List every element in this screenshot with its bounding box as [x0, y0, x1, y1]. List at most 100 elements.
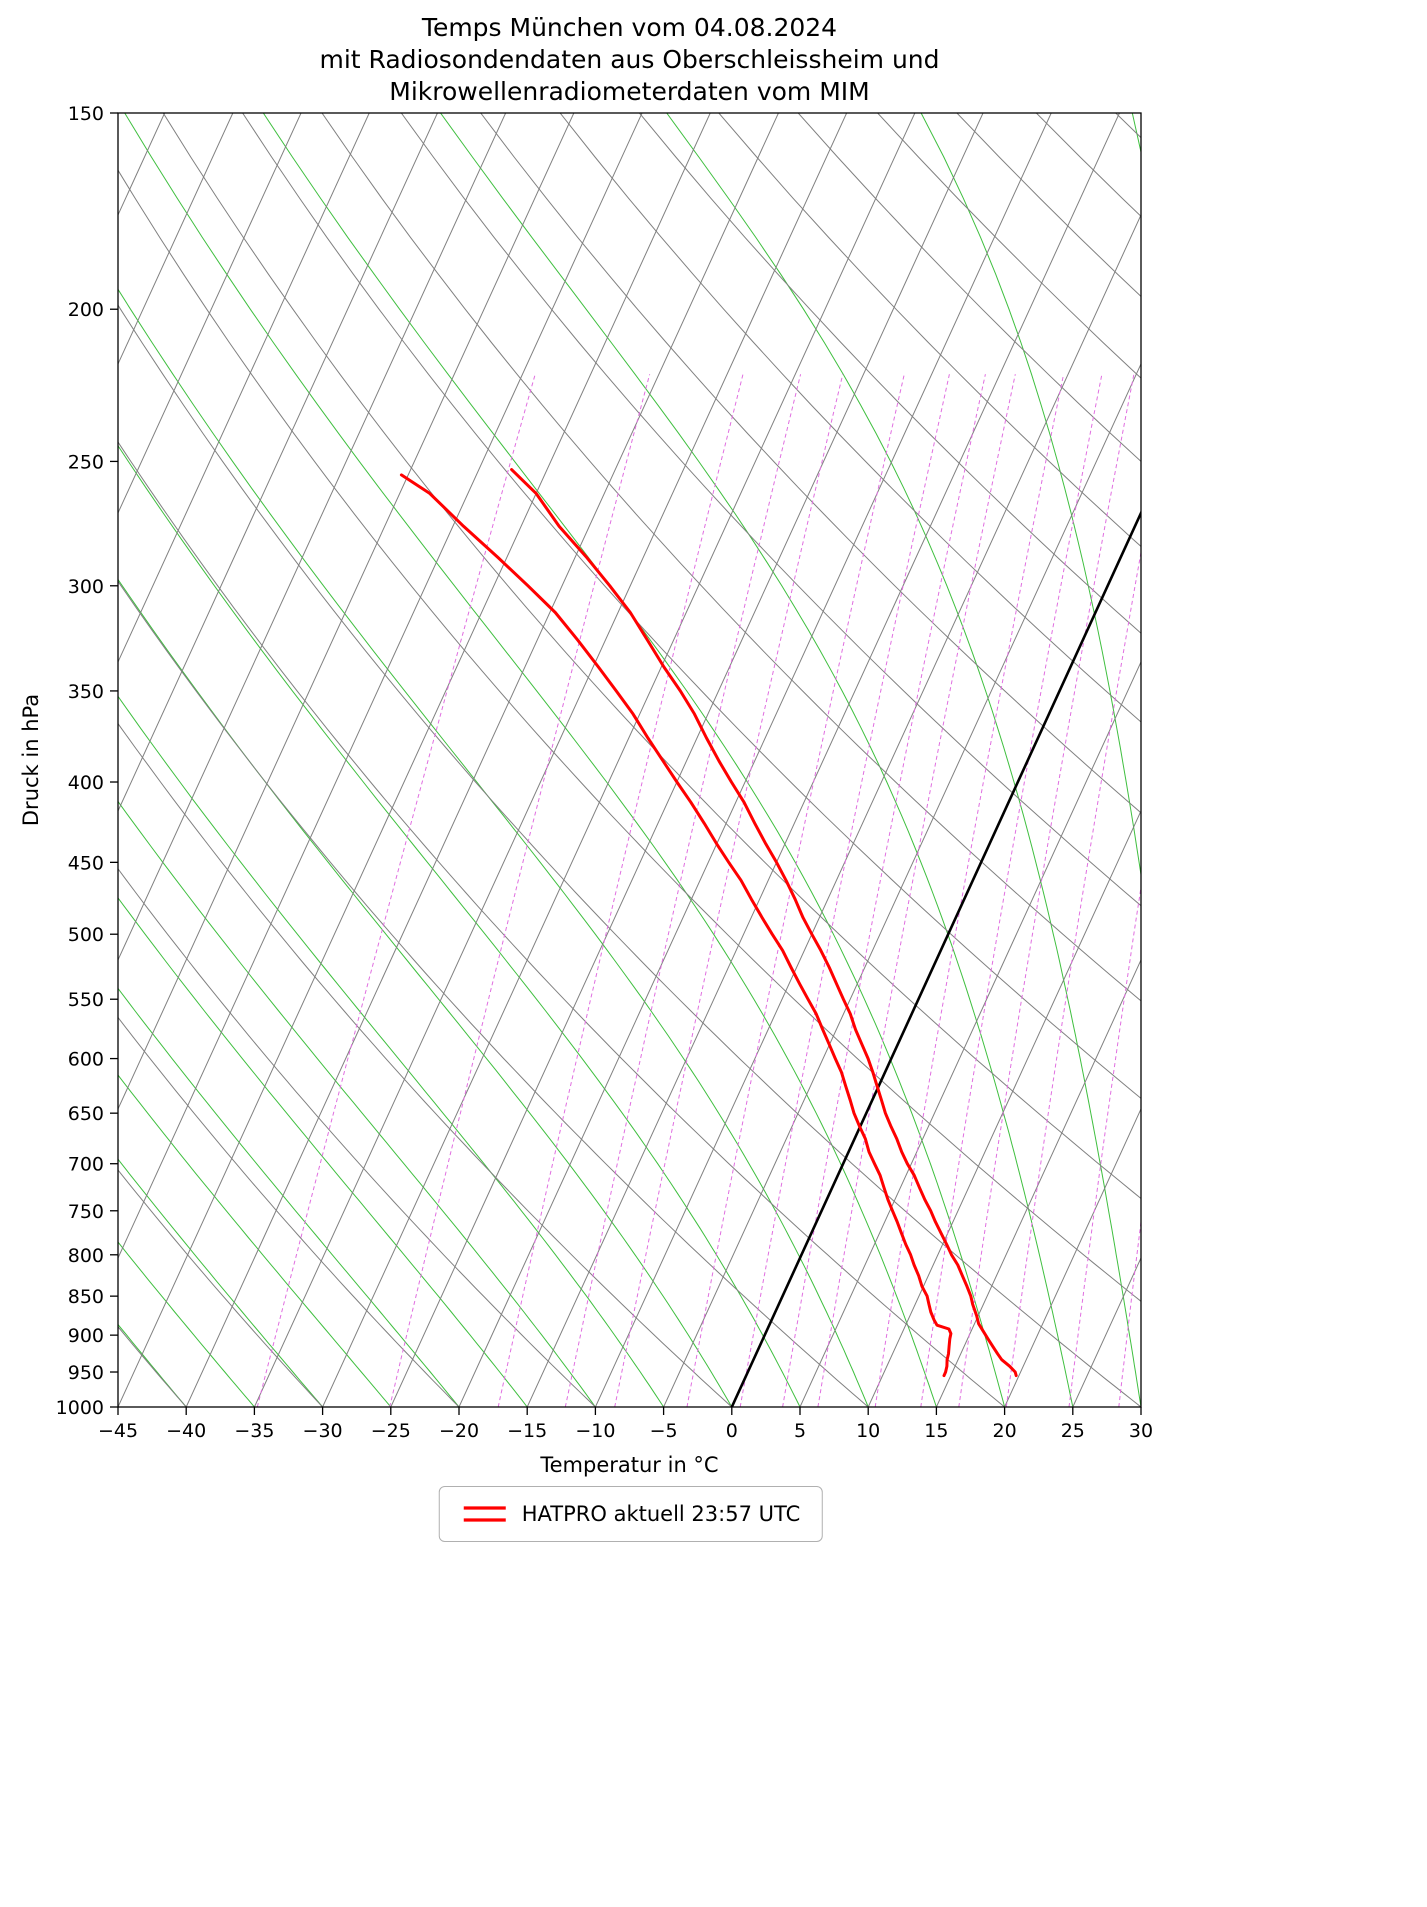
y-tick-label: 350 [68, 681, 104, 703]
legend: HATPRO aktuell 23:57 UTC [438, 1486, 824, 1542]
y-tick-label: 850 [68, 1286, 104, 1308]
x-tick-label: −30 [303, 1420, 343, 1442]
dry-adiabat-line [321, 113, 1141, 1002]
x-tick-label: 10 [856, 1420, 880, 1442]
moist-adiabat-line [118, 897, 528, 1407]
mixing-ratio-line [739, 374, 950, 1407]
x-tick-label: −40 [166, 1420, 206, 1442]
mixing-ratio-line [256, 374, 536, 1407]
mixing-ratio-line [782, 374, 986, 1407]
mixing-ratio-line [389, 374, 651, 1407]
isotherm-line [118, 113, 302, 515]
chart-title: Temps München vom 04.08.2024 mit Radioso… [118, 12, 1141, 108]
isotherm-line [118, 113, 643, 1260]
moist-adiabat-line [118, 1241, 255, 1407]
moist-adiabat-line [118, 800, 596, 1407]
mixing-ratio-line [1160, 374, 1302, 1407]
isotherm-line [322, 113, 916, 1407]
mixing-ratio-line [958, 374, 1135, 1407]
y-tick-label: 400 [68, 772, 104, 794]
y-tick-label: 900 [68, 1325, 104, 1347]
y-axis-label: Druck in hPa [19, 693, 43, 827]
isotherm-line [663, 362, 1141, 1407]
x-tick-label: −10 [575, 1420, 615, 1442]
plot-border [117, 112, 1142, 1408]
temperature-curve [510, 468, 1018, 1378]
profile-curves [399, 468, 1018, 1378]
isotherm-line [526, 113, 1120, 1407]
y-tick-label: 200 [68, 299, 104, 321]
y-tick-label: 300 [68, 576, 104, 598]
legend-label: HATPRO aktuell 23:57 UTC [521, 1502, 801, 1526]
dry-adiabat-line [118, 722, 733, 1407]
isotherm-line [594, 213, 1141, 1407]
dewpoint-curve [399, 473, 953, 1378]
isotherm-line [935, 958, 1141, 1407]
y-tick-label: 950 [68, 1362, 104, 1384]
isotherm-line [185, 113, 779, 1407]
isotherm-line [799, 660, 1141, 1407]
isotherm-line [1004, 1107, 1141, 1407]
dry-adiabat-line [639, 113, 1141, 634]
dry-adiabat-line [118, 169, 1141, 1302]
zero-isotherm-line [730, 509, 1141, 1407]
isotherm-line [118, 113, 575, 1111]
y-tick-label: 600 [68, 1049, 104, 1071]
dry-adiabat-line [242, 113, 1141, 1100]
isotherm-line [458, 113, 1052, 1407]
x-tick-label: −20 [439, 1420, 479, 1442]
x-tick-label: 25 [1061, 1420, 1085, 1442]
moist-adiabat-line [1131, 113, 1141, 155]
x-tick-label: −35 [234, 1420, 274, 1442]
isotherm-line [1140, 1405, 1141, 1407]
isotherm-line [118, 113, 507, 962]
dry-adiabat-line [118, 867, 596, 1407]
dry-adiabat-line [1035, 113, 1141, 218]
x-tick-label: 0 [726, 1420, 738, 1442]
isotherm-line [118, 113, 370, 664]
dry-adiabat-line [118, 1169, 323, 1407]
mixing-ratio-line [1068, 883, 1141, 1407]
mixing-ratio-line [497, 374, 744, 1407]
moist-adiabat-line [118, 288, 869, 1407]
y-tick-label: 750 [68, 1201, 104, 1223]
moist-adiabat-line [118, 578, 733, 1407]
y-tick-label: 150 [68, 103, 104, 125]
y-tick-label: 550 [68, 989, 104, 1011]
y-tick-label: 800 [68, 1245, 104, 1267]
x-tick-label: −5 [650, 1420, 678, 1442]
chart-title-line-3: Mikrowellenradiometerdaten vom MIM [389, 77, 870, 106]
x-tick-label: 15 [924, 1420, 948, 1442]
dry-adiabat-line [718, 113, 1141, 548]
x-tick-label: 20 [993, 1420, 1017, 1442]
dry-adiabat-line [400, 113, 1141, 907]
axes: −45 −40 −35 −30 −25 −20 −15 −10 −5 0 5 10 15 20 25 30 15… [56, 103, 1153, 1442]
moist-adiabat-line [124, 113, 937, 1407]
moist-adiabat-line [920, 113, 1141, 879]
moist-adiabat-line [440, 113, 1074, 1407]
moist-adiabat-line [118, 1158, 323, 1407]
moist-adiabat-line [118, 1074, 392, 1407]
dry-adiabat-line [118, 441, 1005, 1407]
chart-title-line-2: mit Radiosondendaten aus Oberschleisshei… [319, 45, 940, 74]
background-lines [118, 113, 1427, 1407]
dry-adiabat-line [1195, 113, 1427, 1407]
dry-adiabat-line [1115, 113, 1141, 139]
y-tick-label: 1000 [56, 1397, 104, 1419]
isotherm-line [390, 113, 984, 1407]
moist-adiabat-line [666, 113, 1141, 1407]
mixing-ratio-line [817, 374, 1016, 1407]
x-tick-label: −15 [507, 1420, 547, 1442]
mixing-ratio-line [614, 374, 844, 1407]
dry-adiabat-line [118, 1016, 460, 1407]
y-tick-label: 500 [68, 924, 104, 946]
dry-adiabat-line [118, 304, 1141, 1407]
mixing-ratio-line [686, 374, 905, 1407]
moist-adiabat-line [1284, 113, 1345, 1407]
dry-adiabat-line [559, 113, 1141, 723]
dry-adiabat-line [162, 113, 1141, 1200]
dry-adiabat-line [118, 580, 869, 1407]
y-tick-label: 700 [68, 1154, 104, 1176]
y-tick-label: 250 [68, 451, 104, 473]
